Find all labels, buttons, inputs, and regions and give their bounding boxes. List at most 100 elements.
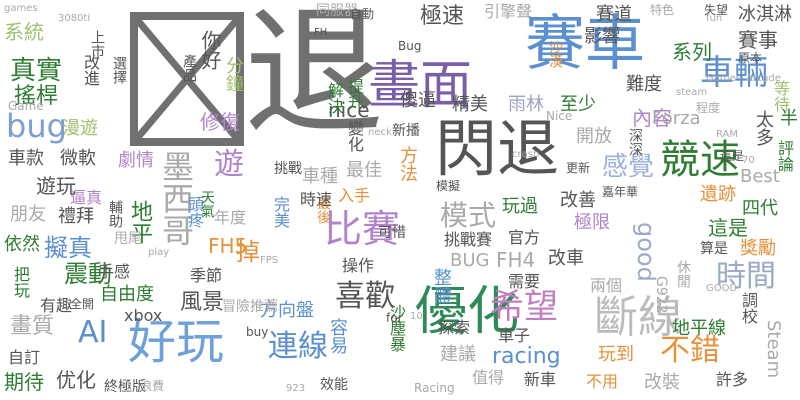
word: 休閒 [675, 260, 691, 288]
word: 深深 [627, 128, 643, 156]
word: 70 [742, 155, 755, 166]
word: 甩尾 [114, 231, 142, 247]
word: 比賽 [324, 207, 401, 251]
word: 太多 [753, 110, 774, 146]
word: 改裝 [644, 372, 680, 393]
word: fun [706, 13, 723, 24]
word: 建議 [440, 344, 476, 365]
word: BUG [450, 250, 490, 271]
word: FH5 [208, 234, 248, 258]
word: 評論 [775, 140, 794, 172]
missing-glyph-box-icon [130, 12, 244, 146]
word: 10 [410, 311, 423, 322]
word: 嘉年華 [602, 185, 639, 199]
word: 不錯 [660, 333, 720, 368]
word: 优化 [56, 368, 96, 392]
word: 改進 [81, 54, 100, 86]
word: 選擇 [111, 56, 127, 84]
word: 四代 [742, 198, 778, 219]
word: 震動 [64, 260, 112, 288]
word: 兩個 [590, 276, 623, 295]
word: 極限 [574, 212, 610, 233]
word: 輔助 [107, 200, 123, 228]
word: 官方 [508, 228, 541, 247]
word: 挑戰賽 [444, 230, 493, 249]
word: 沙漠 [547, 40, 563, 68]
word: 獎勵 [740, 238, 776, 259]
word: games [4, 3, 38, 14]
word: FH4 [496, 248, 536, 272]
word: 模擬 [436, 179, 461, 193]
word: Arcade [746, 73, 781, 84]
word: 畫面 [368, 56, 473, 116]
word: 失望 [704, 3, 729, 17]
word: 劇情 [118, 150, 154, 171]
word: 手感 [98, 262, 131, 281]
word: 不用 [586, 372, 619, 391]
word: 浪費 [140, 379, 165, 393]
word: 遊玩 [36, 174, 76, 198]
word: Steam [763, 320, 784, 379]
word: 方向盤 [260, 300, 314, 321]
word: 真實 [10, 56, 63, 86]
word: 掉 [236, 238, 260, 266]
word: 提升 [345, 78, 364, 110]
word: 季節 [190, 266, 223, 285]
word: 天氣 [199, 190, 215, 218]
word: 至少 [560, 94, 596, 115]
word: Bug [398, 39, 422, 53]
word: 極速 [420, 4, 465, 29]
word: neck [368, 127, 392, 138]
word: 改善 [560, 190, 596, 211]
word: racing [492, 344, 561, 369]
word: steam [676, 87, 708, 98]
word: 遺跡 [700, 184, 736, 205]
word: bug [6, 107, 67, 145]
word: nice [328, 98, 370, 122]
word: 擬真 [44, 234, 92, 262]
word: 全開 [70, 297, 95, 311]
word: 搖桿 [14, 84, 59, 109]
word: 競速 [660, 137, 740, 183]
word: 同服器 [316, 3, 358, 19]
word: xbox [124, 306, 163, 325]
word: 方法 [397, 146, 418, 182]
word: 特色 [650, 3, 675, 17]
word: 地平線 [672, 318, 726, 339]
word: Games [706, 73, 741, 84]
word: 依然 [4, 234, 40, 255]
word: 玩到 [598, 344, 634, 365]
word: 把玩 [11, 266, 30, 298]
word: 你好 [198, 30, 222, 70]
word: for [386, 311, 403, 325]
word: 半 [780, 108, 798, 129]
word: 好玩 [128, 314, 225, 370]
word: 等待 [771, 80, 790, 112]
word: 程度 [696, 101, 721, 115]
word: crash [512, 149, 540, 160]
word: 希望 [490, 287, 558, 327]
word: 整體 [431, 268, 452, 304]
word: 逼真 [70, 188, 103, 207]
word: RAM [716, 129, 739, 140]
word: 調校 [739, 292, 758, 324]
word: 傻逼 [400, 90, 436, 111]
word: 有趣 [40, 296, 73, 315]
word: 禮拜 [58, 206, 94, 227]
word: Best [740, 166, 780, 187]
word: 頭疼 [185, 196, 204, 228]
word: 產品 [181, 54, 197, 82]
word: 喜歡 [335, 279, 395, 314]
word: 新車 [524, 370, 557, 389]
word: 開放 [576, 126, 612, 147]
word: good [632, 222, 660, 282]
word: FPS [260, 255, 279, 266]
word: 微軟 [60, 148, 96, 169]
word: 冰淇淋 [738, 4, 792, 25]
word: 探索 [438, 318, 471, 337]
word: 內容 [632, 106, 672, 130]
word: 挑戰 [274, 161, 302, 177]
word: 效能 [320, 377, 348, 393]
word: 解決 [325, 82, 344, 114]
